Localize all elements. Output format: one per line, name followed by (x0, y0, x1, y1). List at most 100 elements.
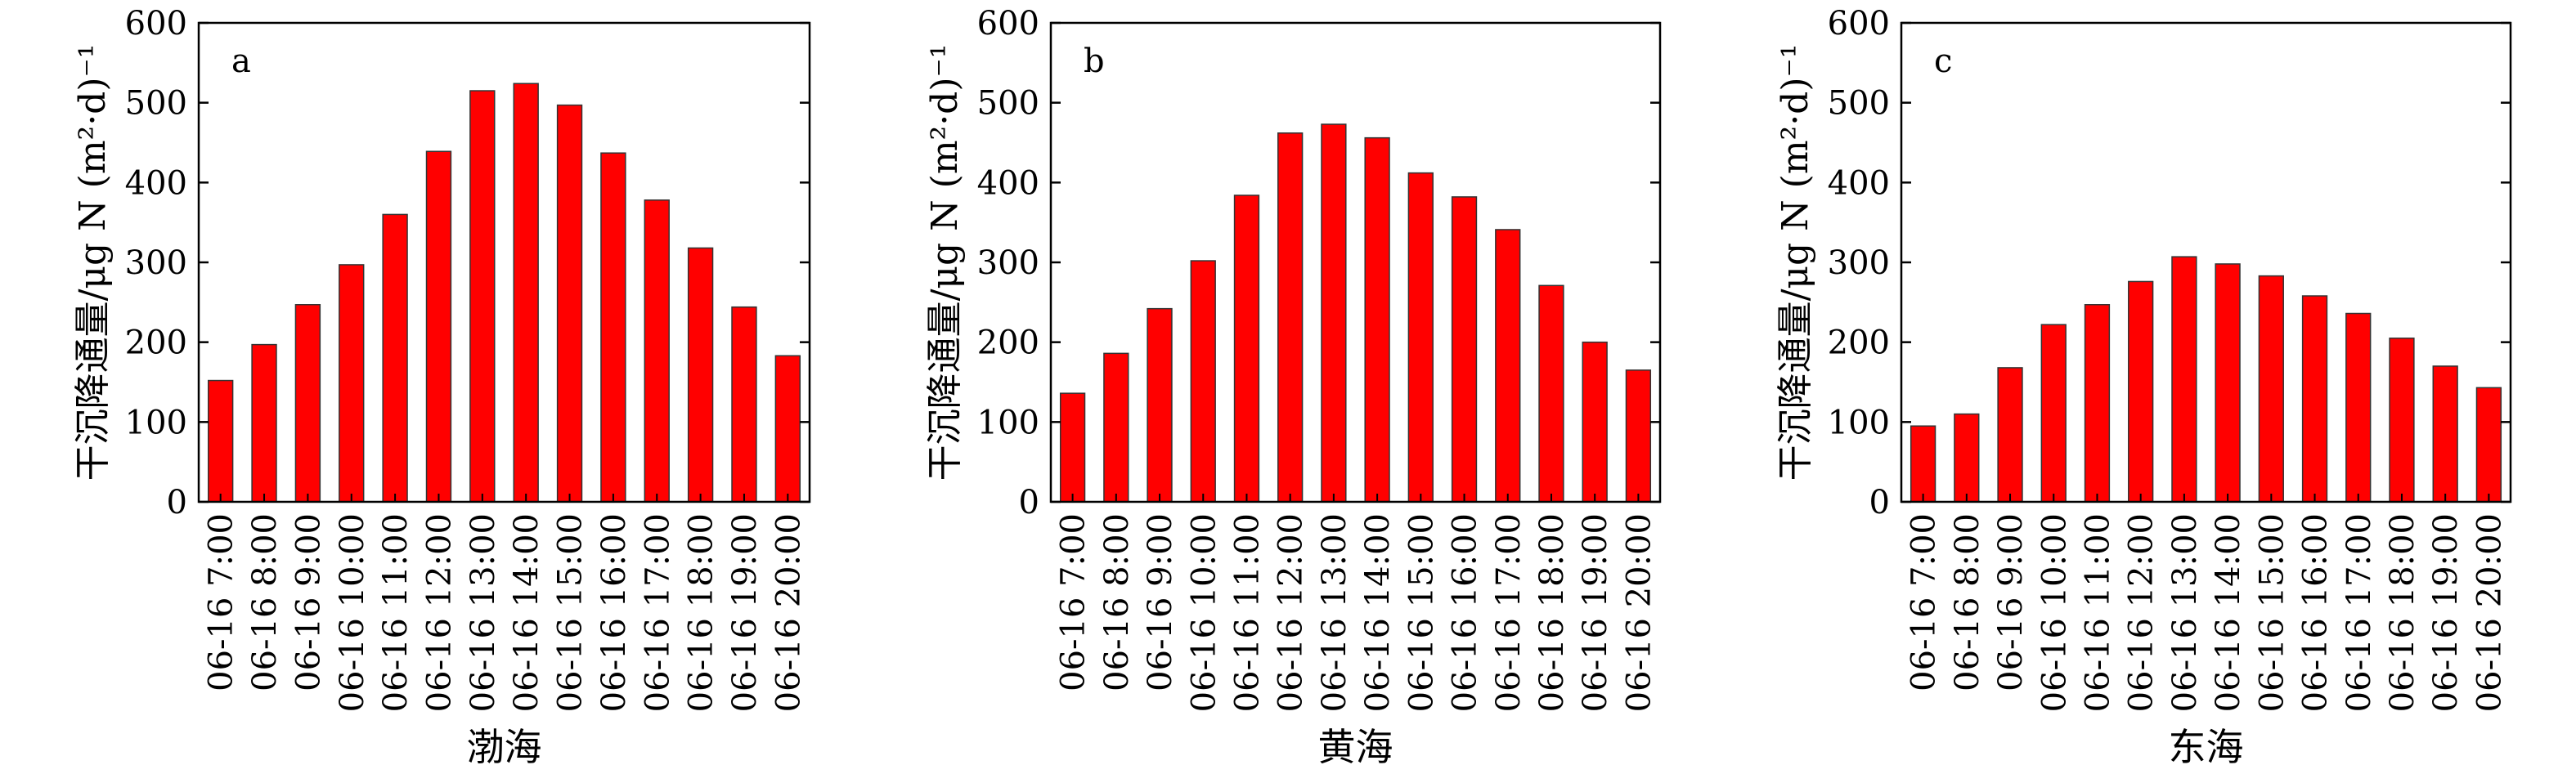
y-tick-label: 300 (1828, 244, 1890, 282)
bar (1910, 425, 1936, 503)
bar (1495, 229, 1521, 503)
x-category-label: 06-16 17:00 (1490, 513, 1528, 712)
y-tick-label: 400 (1828, 164, 1890, 202)
bar (1538, 284, 1564, 503)
x-category-label: 06-16 11:00 (377, 513, 415, 712)
bar (1277, 132, 1304, 503)
x-category-label: 06-16 9:00 (1142, 513, 1179, 691)
x-category-label: 06-16 11:00 (2079, 513, 2116, 712)
y-tick-label: 100 (125, 404, 187, 441)
bar (731, 306, 757, 503)
bar (1582, 341, 1608, 503)
bar (1321, 123, 1347, 503)
bar (2258, 275, 2284, 503)
x-category-label: 06-16 15:00 (552, 513, 590, 712)
x-category-label: 06-16 14:00 (508, 513, 545, 712)
x-category-label: 06-16 10:00 (1185, 513, 1223, 712)
x-category-label: 06-16 19:00 (726, 513, 764, 712)
bar (2171, 256, 2197, 503)
x-category-label: 06-16 7:00 (203, 513, 240, 691)
x-category-label: 06-16 20:00 (2471, 513, 2508, 712)
bar (600, 152, 626, 503)
panel-letter: a (231, 43, 251, 80)
y-tick-label: 500 (1828, 85, 1890, 123)
y-tick-label: 300 (977, 244, 1039, 282)
panel-letter: c (1934, 43, 1952, 80)
x-category-label: 06-16 19:00 (1577, 513, 1614, 712)
bar (2432, 365, 2458, 503)
bar (2128, 280, 2154, 503)
y-axis-title: 干沉降通量/μg N (m²·d)⁻¹ (72, 44, 114, 481)
x-category-label: 06-16 10:00 (2035, 513, 2073, 712)
x-category-label: 06-16 16:00 (2297, 513, 2335, 712)
x-category-label: 06-16 20:00 (1620, 513, 1658, 712)
x-category-label: 06-16 18:00 (683, 513, 720, 712)
bar (2084, 304, 2111, 503)
bar (2389, 338, 2415, 503)
bar (2215, 263, 2241, 503)
plot-frame (197, 21, 811, 503)
y-tick-label: 200 (125, 324, 187, 362)
bar (2345, 312, 2372, 503)
x-category-label: 06-16 10:00 (334, 513, 371, 712)
x-category-label: 06-16 16:00 (595, 513, 633, 712)
x-category-label: 06-16 8:00 (246, 513, 284, 691)
bar (2040, 324, 2067, 503)
y-tick-label: 0 (1869, 484, 1890, 521)
bar (1364, 136, 1390, 503)
x-category-label: 06-16 17:00 (2340, 513, 2378, 712)
y-tick-label: 600 (1828, 5, 1890, 43)
bar (207, 379, 234, 503)
bar (1147, 307, 1173, 503)
x-category-label: 06-16 20:00 (770, 513, 807, 712)
y-tick-label: 600 (977, 5, 1039, 43)
x-category-label: 06-16 12:00 (2123, 513, 2161, 712)
x-category-label: 06-16 16:00 (1447, 513, 1484, 712)
bar (1625, 369, 1652, 503)
y-tick-label: 400 (977, 164, 1039, 202)
bar (1407, 172, 1434, 503)
x-category-label: 06-16 17:00 (639, 513, 676, 712)
y-tick-label: 500 (125, 85, 187, 123)
y-tick-label: 500 (977, 85, 1039, 123)
x-category-label: 06-16 13:00 (464, 513, 502, 712)
bar (1997, 367, 2023, 503)
y-tick-label: 200 (1828, 324, 1890, 362)
bar (1190, 260, 1216, 503)
bar (382, 213, 408, 503)
y-tick-label: 0 (167, 484, 187, 521)
bar (1954, 413, 1980, 503)
x-category-label: 06-16 14:00 (2210, 513, 2247, 712)
x-category-label: 06-16 19:00 (2427, 513, 2465, 712)
x-category-label: 06-16 9:00 (1992, 513, 2030, 691)
y-axis-title: 干沉降通量/μg N (m²·d)⁻¹ (1775, 44, 1816, 481)
bar (774, 355, 801, 503)
x-category-label: 06-16 18:00 (2384, 513, 2421, 712)
x-category-label: 06-16 11:00 (1228, 513, 1266, 712)
bar (469, 90, 496, 503)
bar (425, 150, 452, 503)
plot-frame (1900, 21, 2512, 503)
bar (2301, 295, 2328, 503)
x-axis-title: 东海 (2169, 725, 2244, 769)
x-category-label: 06-16 8:00 (1098, 513, 1136, 691)
bar (2475, 387, 2502, 503)
x-category-label: 06-16 13:00 (2166, 513, 2204, 712)
bar (513, 83, 539, 503)
bar (644, 199, 670, 503)
bar (687, 247, 714, 503)
x-category-label: 06-16 13:00 (1316, 513, 1353, 712)
y-tick-label: 100 (1828, 404, 1890, 441)
y-tick-label: 0 (1019, 484, 1039, 521)
bar (1233, 195, 1260, 503)
x-category-label: 06-16 7:00 (1905, 513, 1943, 691)
x-category-label: 06-16 12:00 (420, 513, 458, 712)
x-axis-title: 渤海 (467, 725, 542, 769)
y-tick-label: 300 (125, 244, 187, 282)
bar (339, 264, 365, 503)
x-category-label: 06-16 12:00 (1272, 513, 1310, 712)
x-category-label: 06-16 8:00 (1949, 513, 1986, 691)
